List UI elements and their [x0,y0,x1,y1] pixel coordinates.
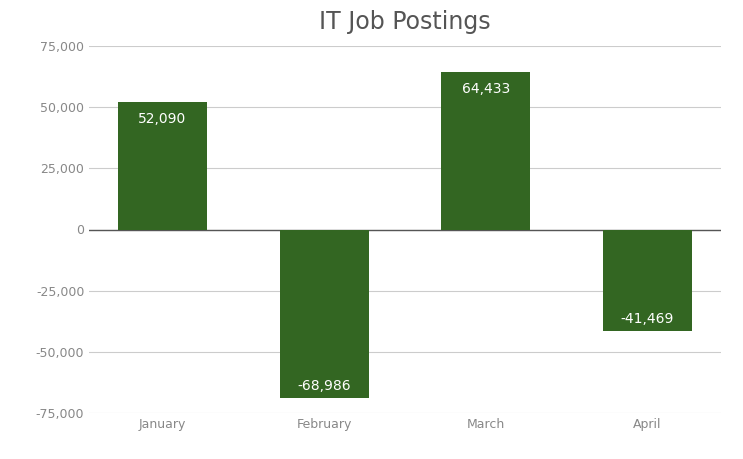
Text: 52,090: 52,090 [138,112,186,126]
Bar [118,102,207,230]
Bar [441,72,531,230]
Text: -68,986: -68,986 [297,380,351,393]
Text: -41,469: -41,469 [621,312,674,326]
Text: 64,433: 64,433 [461,82,510,95]
Bar [603,230,692,331]
Title: IT Job Postings: IT Job Postings [319,10,490,34]
Bar [279,230,369,398]
